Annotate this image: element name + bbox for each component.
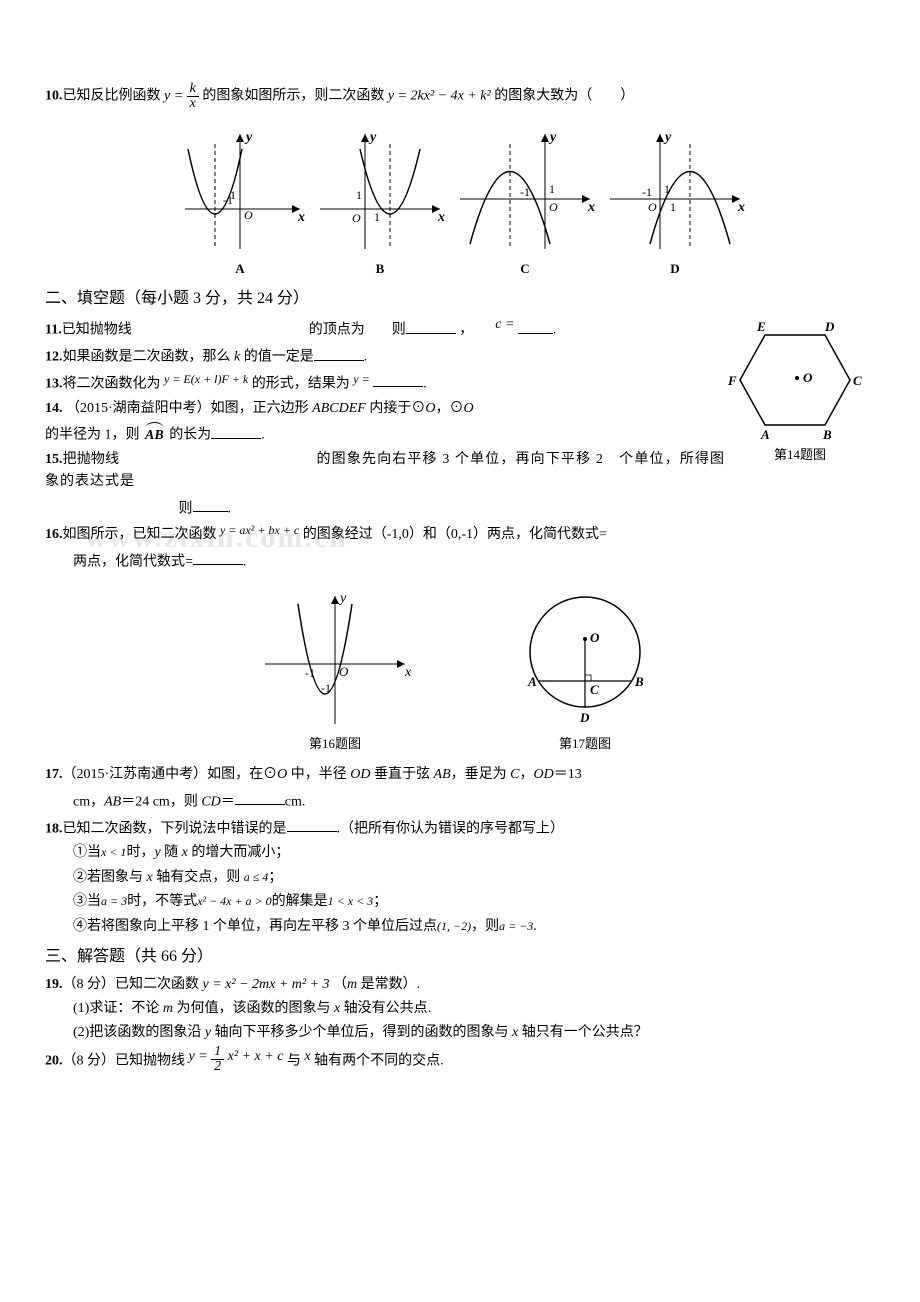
svg-text:y: y	[663, 130, 672, 145]
svg-text:x: x	[437, 210, 445, 225]
q19-1: (1)求证：不论 m 为何值，该函数的图象与 x 轴没有公共点.	[45, 998, 875, 1020]
blank[interactable]	[211, 422, 261, 438]
q14b: 的半径为 1，则 AB 的长为.	[45, 422, 725, 447]
choice-D: O -1 1 1 x y D	[600, 119, 750, 280]
svg-text:1: 1	[356, 188, 362, 202]
choice-B: O 1 1 x y B	[310, 119, 450, 280]
q19-2: (2)把该函数的图象沿 y 轴向下平移多少个单位后，得到的函数的图象与 x 轴只…	[45, 1022, 875, 1044]
svg-text:x: x	[587, 200, 595, 215]
svg-text:C: C	[853, 373, 862, 388]
fig-17: O A B C D 第17题图	[500, 584, 670, 755]
svg-text:1: 1	[664, 182, 670, 196]
q16b: 两点，化简代数式=.	[45, 549, 875, 574]
fig-14: A B C D E F O 第14题图	[725, 315, 875, 466]
q18-i4: ④若将图象向上平移 1 个单位，再向左平移 3 个单位后过点(1, −2)，则a…	[45, 916, 875, 938]
blank[interactable]	[406, 317, 456, 333]
svg-text:O: O	[352, 211, 361, 225]
svg-text:y: y	[244, 130, 253, 145]
section-2-header: 二、填空题（每小题 3 分，共 24 分）	[45, 286, 875, 312]
svg-text:F: F	[727, 373, 737, 388]
svg-text:1: 1	[374, 210, 380, 224]
svg-text:B: B	[822, 427, 832, 442]
svg-text:B: B	[634, 674, 644, 689]
svg-text:A: A	[527, 674, 537, 689]
svg-text:E: E	[756, 319, 766, 334]
q15: 15.把抛物线 的图象先向右平移 3 个单位，再向下平移 2 个单位，所得图象的…	[45, 449, 725, 494]
svg-text:O: O	[590, 630, 600, 645]
svg-text:x: x	[737, 200, 745, 215]
blank[interactable]	[193, 496, 228, 512]
blank[interactable]	[193, 549, 243, 565]
svg-text:D: D	[824, 319, 835, 334]
svg-text:O: O	[244, 208, 253, 222]
svg-text:x: x	[404, 665, 412, 680]
q10-stem: 10.已知反比例函数 y = kx 的图象如图所示，则二次函数 y = 2kx²…	[45, 82, 875, 111]
blank[interactable]	[373, 371, 423, 387]
choice-C: O -1 1 x y C	[450, 119, 600, 280]
q17: 17.（2015·江苏南通中考）如图，在⊙O 中，半径 OD 垂直于弦 AB，垂…	[45, 764, 875, 786]
svg-text:O: O	[803, 370, 813, 385]
q13: 13.将二次函数化为 y = E(x + l)F + k 的形式，结果为 y =…	[45, 371, 725, 396]
svg-text:-1: -1	[305, 666, 315, 680]
blank[interactable]	[235, 789, 285, 805]
q19: 19.（8 分）已知二次函数 y = x² − 2mx + m² + 3 （m …	[45, 974, 875, 996]
q18-i1: ①当x < 1时，y 随 x 的增大而减小；	[45, 842, 875, 864]
q18-i2: ②若图象与 x 轴有交点，则 a ≤ 4；	[45, 867, 875, 889]
fig-16: x y O -1 -1 第16题图	[250, 584, 420, 755]
svg-text:y: y	[548, 130, 557, 145]
svg-text:-1: -1	[520, 185, 530, 199]
svg-text:y: y	[338, 591, 347, 606]
section-3-header: 三、解答题（共 66 分）	[45, 944, 875, 970]
svg-text:C: C	[590, 682, 599, 697]
q17b: cm，AB＝24 cm，则 CD＝cm.	[45, 789, 875, 814]
q16: 16.如图所示，已知二次函数 y = ax² + bx + c 的图象经过（-1…	[45, 524, 875, 546]
svg-text:-1: -1	[321, 681, 331, 695]
svg-text:A: A	[760, 427, 770, 442]
q10-choices: O -1 1 x y A O 1 1 x y B O -1	[45, 119, 875, 280]
svg-text:O: O	[549, 200, 558, 214]
svg-text:1: 1	[230, 188, 236, 202]
svg-text:x: x	[297, 210, 305, 225]
choice-A: O -1 1 x y A	[170, 119, 310, 280]
svg-text:1: 1	[549, 182, 555, 196]
svg-text:1: 1	[670, 200, 676, 214]
q10-num: 10.	[45, 89, 63, 104]
q20: 20.（8 分）已知抛物线 y = 12 x² + x + c 与 x 轴有两个…	[45, 1047, 875, 1076]
blank[interactable]	[287, 816, 337, 832]
svg-text:O: O	[339, 664, 349, 679]
svg-text:O: O	[648, 200, 657, 214]
svg-text:y: y	[368, 130, 377, 145]
blank[interactable]	[518, 317, 553, 333]
q18-i3: ③当a = 3时，不等式x² − 4x + a > 0的解集是1 < x < 3…	[45, 891, 875, 913]
q18: 18.已知二次函数，下列说法中错误的是.（把所有你认为错误的序号都写上）	[45, 816, 875, 841]
blank[interactable]	[314, 344, 364, 360]
q12: 12.如果函数是二次函数，那么 k 的值一定是.	[45, 344, 725, 369]
q11: 11.已知抛物线 的顶点为 则 ， c = .	[45, 317, 725, 342]
svg-text:-1: -1	[642, 185, 652, 199]
svg-text:D: D	[579, 710, 590, 725]
q14: 14. （2015·湖南益阳中考）如图，正六边形 ABCDEF 内接于⊙O，⊙O	[45, 398, 725, 420]
